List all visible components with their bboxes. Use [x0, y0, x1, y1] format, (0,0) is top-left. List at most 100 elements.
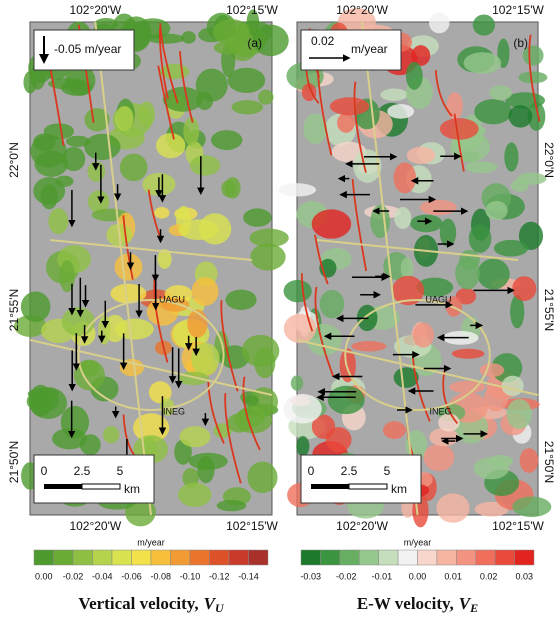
velocity-patch [296, 436, 309, 456]
colorbar-tick-label: -0.01 [372, 571, 393, 581]
velocity-patch [138, 101, 155, 127]
colorbar-tick-label: -0.03 [300, 571, 321, 581]
velocity-patch [320, 290, 345, 318]
velocity-patch [520, 448, 539, 473]
velocity-patch [190, 155, 220, 175]
colorbar-cell [437, 550, 456, 565]
colorbar-tick-label: -0.04 [92, 571, 113, 581]
velocity-patch [394, 207, 411, 229]
velocity-patch [115, 106, 133, 131]
colorbar-cell [418, 550, 437, 565]
caption: Vertical velocity,VU [78, 594, 225, 615]
velocity-patch [489, 85, 512, 100]
colorbar-cell [132, 550, 152, 565]
latitude-label: 21°55'N [7, 289, 21, 331]
scale-label: 2.5 [74, 464, 91, 478]
velocity-patch [227, 413, 252, 432]
velocity-patch [247, 462, 277, 493]
longitude-label: 102°20'W [69, 519, 121, 533]
colorbar-cell [93, 550, 113, 565]
velocity-patch [103, 426, 119, 443]
arrow-legend-label: -0.05 m/year [54, 42, 121, 56]
velocity-patch [283, 394, 322, 424]
colorbar-cell [340, 550, 359, 565]
colorbar-cell [73, 550, 93, 565]
arrow-legend-unit: m/year [351, 42, 388, 56]
velocity-patch [62, 307, 95, 336]
colorbar-cell [495, 550, 514, 565]
scale-bar [82, 484, 120, 489]
colorbar-tick-label: -0.14 [238, 571, 259, 581]
colorbar-cell [171, 550, 191, 565]
velocity-patch [40, 184, 58, 209]
velocity-patch [242, 335, 280, 367]
scale-label: 5 [117, 464, 124, 478]
velocity-patch [413, 323, 434, 348]
place-label: UAGU [159, 294, 185, 304]
velocity-patch [191, 343, 219, 376]
velocity-patch [326, 427, 352, 452]
latitude-label: 21°55'N [542, 289, 556, 331]
place-label: INEG [163, 406, 185, 416]
velocity-patch [512, 496, 551, 517]
velocity-patch [23, 71, 37, 93]
velocity-patch [480, 363, 504, 377]
velocity-patch [98, 315, 110, 345]
velocity-patch [464, 52, 502, 74]
velocity-patch [440, 219, 456, 247]
colorbar-cell [54, 550, 74, 565]
velocity-patch [352, 341, 387, 352]
velocity-patch [279, 183, 317, 196]
colorbar-cell [210, 550, 230, 565]
velocity-patch [115, 319, 153, 340]
velocity-patch [196, 92, 212, 110]
colorbar-cell [515, 550, 534, 565]
velocity-patch [120, 154, 148, 182]
place-label: UAGU [426, 294, 452, 304]
colorbar-unit: m/year [404, 537, 432, 547]
caption: E-W velocity,VE [357, 594, 478, 615]
velocity-patch [189, 453, 228, 470]
scale-label: 0 [41, 464, 48, 478]
velocity-patch [509, 105, 533, 127]
latitude-label: 21°50'N [7, 441, 21, 483]
colorbar-tick-label: -0.06 [121, 571, 142, 581]
arrow-legend-value: 0.02 [311, 34, 335, 48]
colorbar-cell [359, 550, 378, 565]
longitude-label: 102°20'W [336, 519, 388, 533]
velocity-patch [243, 208, 271, 226]
velocity-patch [504, 142, 518, 171]
velocity-patch [231, 100, 263, 114]
colorbar-cell [456, 550, 475, 565]
velocity-patch [55, 176, 73, 187]
velocity-patch [387, 104, 414, 119]
velocity-patch [502, 376, 524, 396]
velocity-patch [84, 134, 120, 160]
colorbar-cell [379, 550, 398, 565]
colorbar-tick-label: -0.12 [209, 571, 230, 581]
velocity-patch [291, 375, 304, 390]
velocity-patch [394, 162, 417, 193]
velocity-patch [21, 291, 51, 321]
caption-subscript: U [215, 601, 225, 615]
velocity-patch [469, 224, 492, 253]
colorbar-cell [320, 550, 339, 565]
scale-unit: km [391, 482, 407, 496]
velocity-patch [258, 90, 273, 105]
colorbar-cell [249, 550, 269, 565]
scale-bar [311, 484, 349, 489]
longitude-label: 102°15'W [226, 519, 278, 533]
longitude-label: 102°15'W [492, 519, 544, 533]
velocity-patch [494, 240, 528, 257]
velocity-patch [459, 250, 480, 270]
colorbar-cell [151, 550, 171, 565]
colorbar-tick-label: 0.03 [516, 571, 534, 581]
velocity-patch [337, 113, 355, 133]
latitude-label: 22°0'N [542, 142, 556, 178]
velocity-patch [214, 41, 244, 54]
colorbar-tick-label: -0.10 [180, 571, 201, 581]
velocity-patch [48, 208, 68, 234]
colorbar-tick-label: 0.01 [444, 571, 462, 581]
place-label: INEG [430, 406, 452, 416]
velocity-patch [380, 89, 407, 101]
